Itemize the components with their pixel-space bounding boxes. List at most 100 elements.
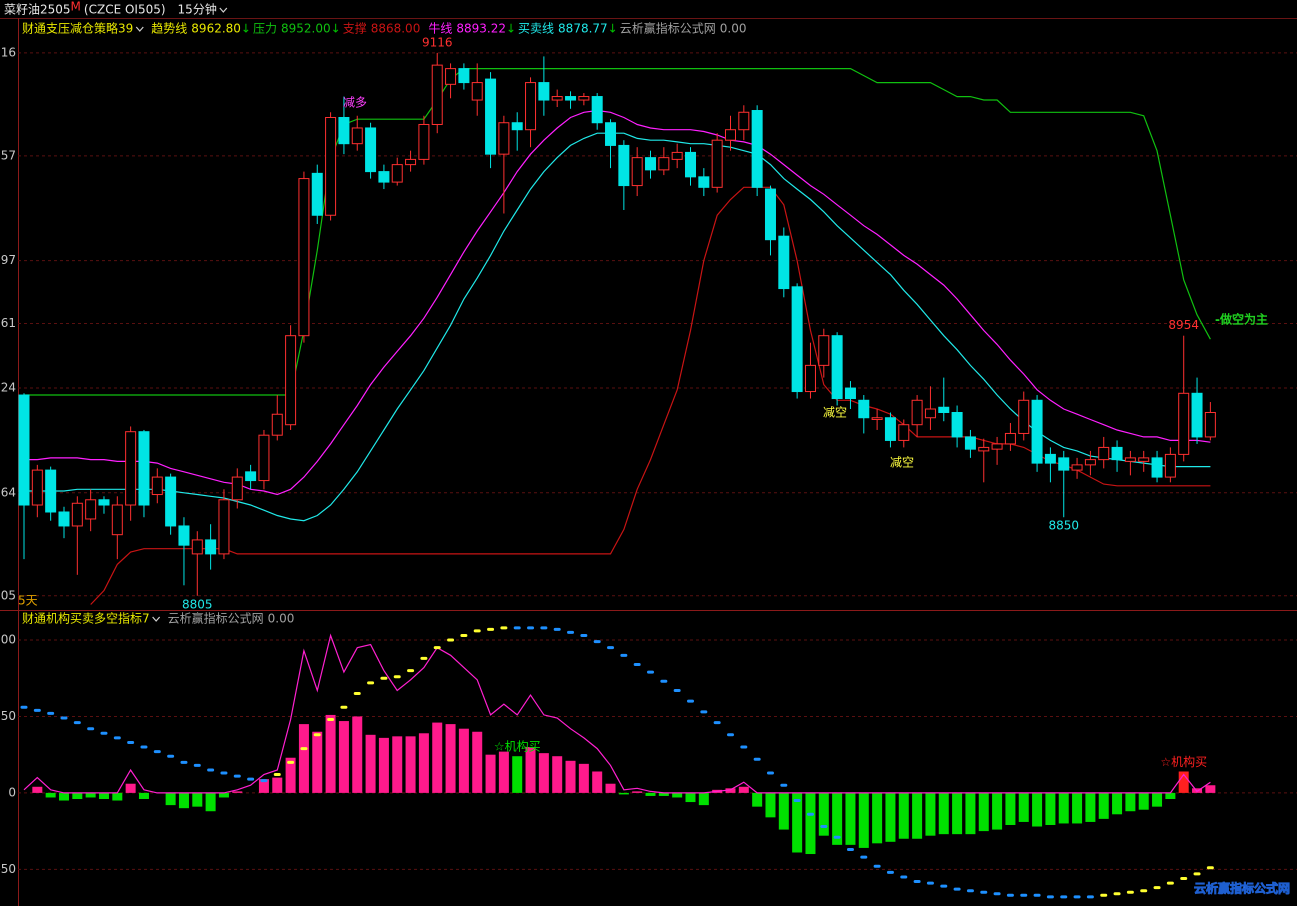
candle-body [538,82,550,101]
trend-dot [673,688,681,692]
trend-dot [940,884,948,888]
annotation: 减空 [823,406,847,420]
candle-body [525,82,537,131]
candle-body [58,511,70,527]
legend-arrow: ↓ [506,22,516,36]
histogram-bar [1098,792,1109,819]
histogram-bar [618,792,629,795]
candle-body [258,434,270,482]
dropdown-chevron[interactable] [152,616,161,622]
candle-body [1191,392,1203,438]
candle-body [1098,446,1110,461]
histogram-bar [1138,792,1149,810]
candle-body [418,123,430,160]
trend-dot [460,633,468,637]
histogram-bar [752,792,763,807]
legend-name: 压力 [253,22,277,36]
histogram-bar [392,736,403,793]
trend-dot [980,890,988,894]
histogram-bar [232,791,243,793]
trend-dot [1180,876,1188,880]
candle-body [245,471,257,482]
trend-dot [1020,893,1028,897]
histogram-bar [432,722,443,793]
histogram-bar [485,754,496,793]
trend-dot [833,835,841,839]
y-tick-label: 100 [0,633,16,647]
candle-body [778,235,790,290]
histogram-bar [405,736,416,793]
legend-value: 8868.00 [371,22,421,36]
y-tick-label: 9116 [0,45,16,59]
candle-body [391,164,403,183]
trend-dot [433,646,441,650]
candle-body [698,176,710,188]
dropdown-chevron[interactable] [219,7,228,13]
histogram-bar [952,792,963,835]
histogram-bar [725,788,736,793]
candle-body [685,151,696,178]
trend-dot [140,745,148,749]
histogram-bar [1112,792,1123,815]
candle-body [365,127,377,173]
candle-body [205,539,217,555]
candle-body [151,476,163,496]
legend-name: 牛线 [428,21,452,36]
histogram-bar [1045,792,1056,825]
trend-dot [607,646,615,650]
signal-label: ☆机构买 [1160,754,1207,769]
contract-code: (CZCE OI505) [84,3,166,17]
candle-body [1031,399,1043,464]
histogram-bar [552,756,563,793]
annotation: 减多 [343,96,367,110]
trend-dot [500,626,508,630]
trend-dot [1140,889,1148,893]
trend-dot [273,773,281,777]
candle-body [1018,399,1030,434]
histogram-bar [178,792,189,809]
legend-value: 0.00 [720,22,747,36]
candle-body [711,139,723,188]
histogram-bar [325,714,336,793]
candle-body [271,413,283,436]
histogram-bar [45,792,56,798]
candle-body [498,122,510,155]
trend-dot [620,653,628,657]
y-tick-label: 50 [1,709,16,723]
trend-dot [393,675,401,679]
histogram-bar [58,792,69,801]
signal-label: ☆机构买 [494,739,541,754]
histogram-bar [1072,792,1083,824]
annotation: 5天 [18,594,38,608]
period-selector[interactable]: 15分钟 [178,2,217,17]
trend-dot [553,627,561,631]
trend-dot [740,745,748,749]
trend-dot [846,847,854,851]
trend-dot [327,718,335,722]
trend-dot [220,771,228,775]
indicator-title[interactable]: 财通支压减仓策略39 [22,21,133,36]
histogram-bar [512,756,523,793]
legend-value: 8893.22 [456,22,506,36]
price-label: 8805 [182,597,213,611]
histogram-bar [565,760,576,793]
candle-body [1204,411,1216,438]
legend-arrow: ↓ [608,22,618,36]
trend-dot [527,626,535,630]
watermark: 云析赢指标公式网 [1194,881,1290,896]
price-label: 8954 [1168,318,1199,332]
dropdown-chevron[interactable] [135,26,144,32]
trend-dot [1073,895,1081,899]
candle-body [605,122,617,146]
histogram-bar [445,724,456,793]
indicator-line [24,68,1211,396]
histogram-bar [778,792,789,830]
trend-dot [60,716,68,720]
candle-body [31,469,43,506]
histogram-bar [1125,792,1136,812]
legend-name: 趋势线 [151,22,187,36]
indicator-title[interactable]: 财通机构买卖多空指标7 [22,611,150,626]
candle-body [1178,392,1190,455]
trend-dot [873,864,881,868]
candle-body [431,64,443,125]
